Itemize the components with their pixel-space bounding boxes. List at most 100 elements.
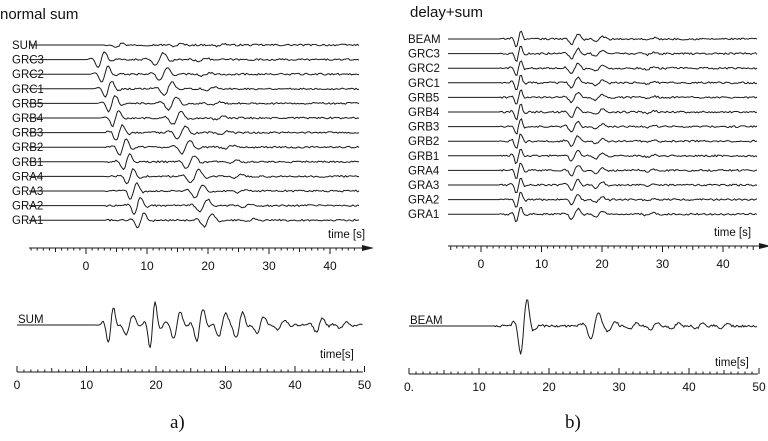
seismogram-trace [29,197,360,215]
seismogram-trace [448,162,758,179]
trace-label: GRB2 [408,136,439,148]
panel-a-trace-labels: SUM GRC3 GRC2 GRC1 GRB5 GRB4 GRB3 GRB2 GRB1 GRA4 G… [12,40,44,227]
trace-label: GRA4 [408,165,440,177]
trace-label: GRB5 [12,98,43,110]
seismogram-trace [448,74,758,91]
panel-normal-sum: normal sum SUM GRC3 GRC2 GRC1 GRB5 GRB4 GRB3 GR… [0,6,374,433]
panel-a-title: normal sum [0,6,78,23]
tick-label: 50 [752,380,766,394]
panel-a-bottom-trace-label: SUM [18,314,44,326]
panel-b-bottom-trace-label: BEAM [410,315,443,327]
panel-a-time-axis: 0 10 20 30 40 [29,245,374,273]
trace-label: GRA3 [408,180,439,192]
seismogram-trace [448,191,758,208]
trace-label: GRB3 [408,122,439,134]
panel-b-title: delay+sum [410,4,483,21]
panel-b-traces [448,30,758,222]
seismogram-trace [29,168,360,185]
seismogram-trace [448,60,758,76]
panel-b-trace-labels: BEAM GRC3 GRC2 GRC1 GRB5 GRB4 GRB3 GRB2 GRB1 GRA4… [408,34,441,221]
tick-label: 0. [404,380,414,394]
trace-label: GRA4 [12,171,44,183]
seismogram-trace [448,89,758,105]
panel-b-bottom-trace [409,299,758,355]
tick-label: 50 [358,378,372,392]
panel-a-bottom-axis-label: time[s] [320,349,354,361]
seismogram-trace [448,30,758,48]
seismogram-trace [29,110,360,128]
panel-b-time-axis: 0 10 20 30 40 [448,243,768,271]
tick-label: 20 [595,257,609,271]
tick-label: 20 [149,378,163,392]
panel-b-axis-label: time [s] [714,227,751,239]
trace-label: GRC3 [408,49,440,61]
panel-b-caption: b) [565,412,581,433]
seismogram-trace [29,81,360,98]
trace-label: BEAM [408,34,441,46]
trace-label: GRB5 [408,92,439,104]
tick-label: 30 [262,259,276,273]
tick-label: 30 [656,257,670,271]
trace-label: GRA2 [408,195,439,207]
panel-delay-sum: delay+sum BEAM GRC3 GRC2 GRC1 GRB5 GRB4 GRB3 GR… [404,4,768,433]
panel-a-bottom-axis: 0 10 20 30 40 50 [14,366,372,392]
tick-label: 40 [288,378,302,392]
tick-label: 30 [219,378,233,392]
seismogram-trace [29,182,360,200]
tick-label: 10 [140,259,154,273]
trace-label: GRA1 [12,215,43,227]
tick-label: 20 [542,380,556,394]
seismogram-trace [448,177,758,194]
seismogram-trace [448,206,758,222]
tick-label: 40 [716,257,730,271]
axis-arrow [759,243,768,249]
trace-label: SUM [12,40,38,52]
trace-label: GRB1 [12,157,43,169]
panel-b-bottom-axis: 0. 10 20 30 40 50 [404,368,766,394]
trace-label: GRA3 [12,186,43,198]
seismogram-trace [29,124,360,141]
stacked-trace [17,301,363,348]
trace-label: GRC1 [12,84,44,96]
tick-label: 40 [323,259,337,273]
seismogram-trace [29,65,360,83]
trace-label: GRB4 [12,113,44,125]
panel-a-bottom-trace [17,301,363,348]
tick-label: 40 [682,380,696,394]
trace-label: GRB3 [12,128,43,140]
panel-a-axis-label: time [s] [328,229,365,241]
trace-label: GRB1 [408,151,439,163]
stacked-trace [409,299,758,355]
trace-label: GRB2 [12,142,43,154]
panel-a-traces [29,42,360,229]
seismogram-trace [29,212,360,229]
axis-arrow [362,245,374,251]
tick-label: 0 [478,257,485,271]
tick-label: 0 [83,259,90,273]
seismogram-trace [29,153,360,171]
trace-label: GRC2 [408,63,440,75]
panel-b-bottom-axis-label: time[s] [715,357,749,369]
trace-label: GRC3 [12,55,44,67]
seismogram-trace [448,133,758,149]
trace-label: GRC2 [12,69,44,81]
trace-label: GRA2 [12,201,43,213]
seismogram-trace [448,118,758,135]
trace-label: GRC1 [408,78,440,90]
seismogram-trace [448,149,758,165]
trace-label: GRB4 [408,107,440,119]
seismogram-trace [448,103,758,121]
tick-label: 10 [535,257,549,271]
seismogram-trace [29,51,360,69]
tick-label: 0 [14,378,21,392]
seismogram-trace [29,42,360,48]
seismogram-trace [448,45,758,62]
panel-a-caption: a) [170,412,185,433]
tick-label: 30 [612,380,626,394]
tick-label: 10 [472,380,486,394]
seismogram-trace [29,138,360,156]
trace-label: GRA1 [408,209,439,221]
tick-label: 10 [80,378,94,392]
seismogram-trace [29,95,360,113]
